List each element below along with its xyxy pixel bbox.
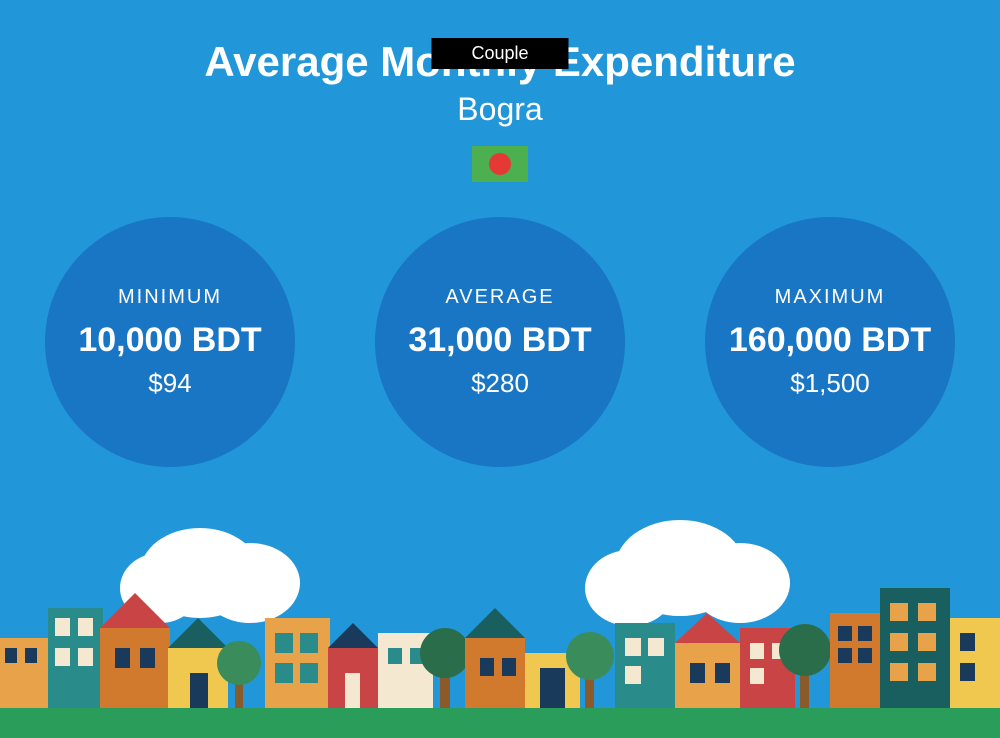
category-badge: Couple xyxy=(431,38,568,69)
flag-icon xyxy=(472,146,528,182)
circle-usd: $1,500 xyxy=(790,368,870,399)
location-subtitle: Bogra xyxy=(0,91,1000,128)
expenditure-circles: MINIMUM 10,000 BDT $94 AVERAGE 31,000 BD… xyxy=(0,217,1000,467)
cityscape-illustration xyxy=(0,518,1000,738)
circle-usd: $280 xyxy=(471,368,529,399)
circle-label: MINIMUM xyxy=(118,286,222,309)
circle-usd: $94 xyxy=(148,368,191,399)
circle-label: MAXIMUM xyxy=(775,286,886,309)
circle-amount: 10,000 BDT xyxy=(78,321,261,360)
circle-amount: 31,000 BDT xyxy=(408,321,591,360)
circle-maximum: MAXIMUM 160,000 BDT $1,500 xyxy=(705,217,955,467)
circle-amount: 160,000 BDT xyxy=(729,321,931,360)
circle-minimum: MINIMUM 10,000 BDT $94 xyxy=(45,217,295,467)
circle-average: AVERAGE 31,000 BDT $280 xyxy=(375,217,625,467)
circle-label: AVERAGE xyxy=(445,286,554,309)
